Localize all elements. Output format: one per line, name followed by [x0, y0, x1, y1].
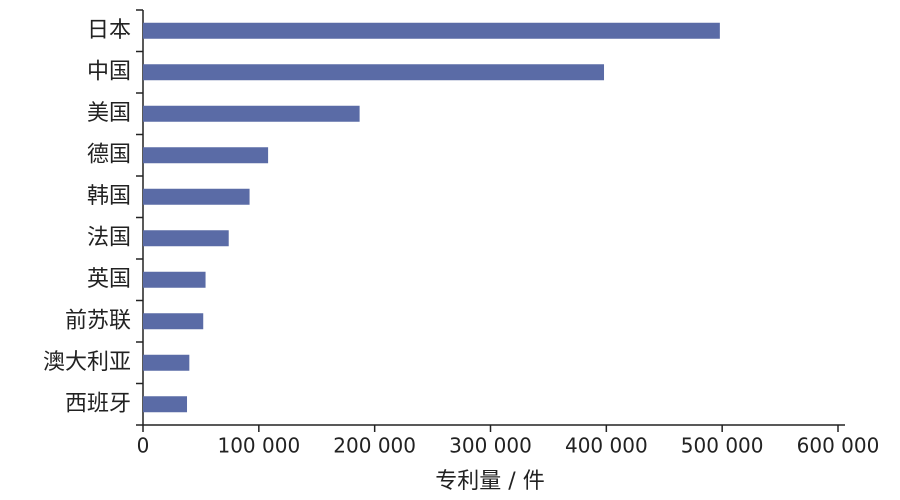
- y-tick-label: 中国: [87, 59, 131, 84]
- bar: [143, 147, 269, 164]
- y-tick-label: 韩国: [87, 184, 131, 209]
- bar: [143, 271, 206, 288]
- x-tick-label: 200 000: [333, 434, 416, 458]
- x-tick-label: 100 000: [217, 434, 300, 458]
- x-tick-label: 0: [137, 434, 150, 458]
- bar: [143, 396, 188, 413]
- y-tick-label: 法国: [87, 225, 131, 250]
- x-tick-label: 600 000: [797, 434, 880, 458]
- bar: [143, 105, 360, 122]
- y-tick-label: 英国: [87, 267, 131, 292]
- bar: [143, 64, 605, 81]
- bar: [143, 230, 229, 247]
- bar: [143, 22, 720, 39]
- x-axis-label: 专利量 / 件: [435, 469, 544, 494]
- y-tick-label: 日本: [87, 18, 131, 43]
- bar: [143, 313, 204, 330]
- x-tick-label: 500 000: [681, 434, 764, 458]
- x-tick-label: 300 000: [449, 434, 532, 458]
- x-tick-label: 400 000: [565, 434, 648, 458]
- y-tick-label: 前苏联: [65, 308, 131, 333]
- y-tick-label: 德国: [87, 142, 131, 167]
- y-tick-label: 西班牙: [65, 391, 131, 416]
- bar: [143, 188, 250, 205]
- y-tick-label: 澳大利亚: [43, 350, 131, 375]
- bar: [143, 354, 190, 371]
- y-tick-label: 美国: [87, 101, 131, 126]
